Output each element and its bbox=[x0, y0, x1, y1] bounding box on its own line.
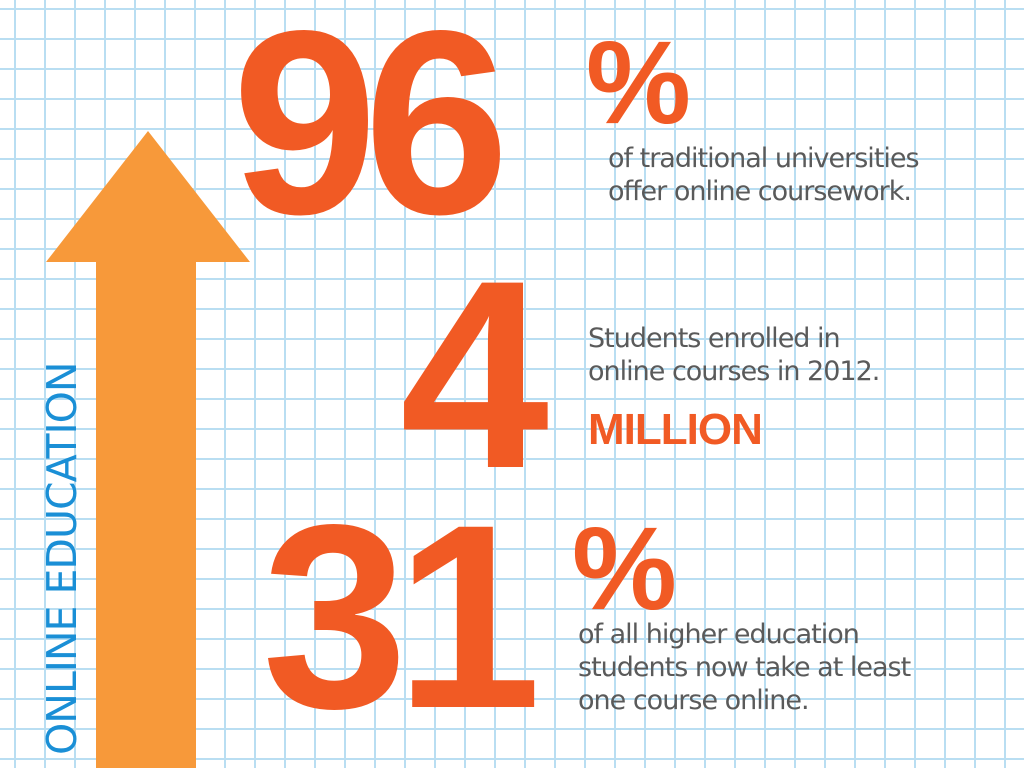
online-education-label: ONLINE EDUCATION bbox=[38, 362, 86, 755]
stat-96-percent-sign: % bbox=[586, 17, 691, 149]
stat-31-number: 31 bbox=[262, 470, 541, 763]
stat-31-percent-sign: % bbox=[572, 503, 677, 635]
stat-96-number: 96 bbox=[232, 0, 509, 269]
stat-96-description: of traditional universities offer online… bbox=[608, 143, 920, 207]
stat-4-description: Students enrolled in online courses in 2… bbox=[588, 323, 880, 387]
stat-4-number: 4 bbox=[400, 224, 550, 524]
stat-31-description: of all higher education students now tak… bbox=[578, 619, 911, 716]
stat-4-unit: MILLION bbox=[588, 405, 763, 454]
